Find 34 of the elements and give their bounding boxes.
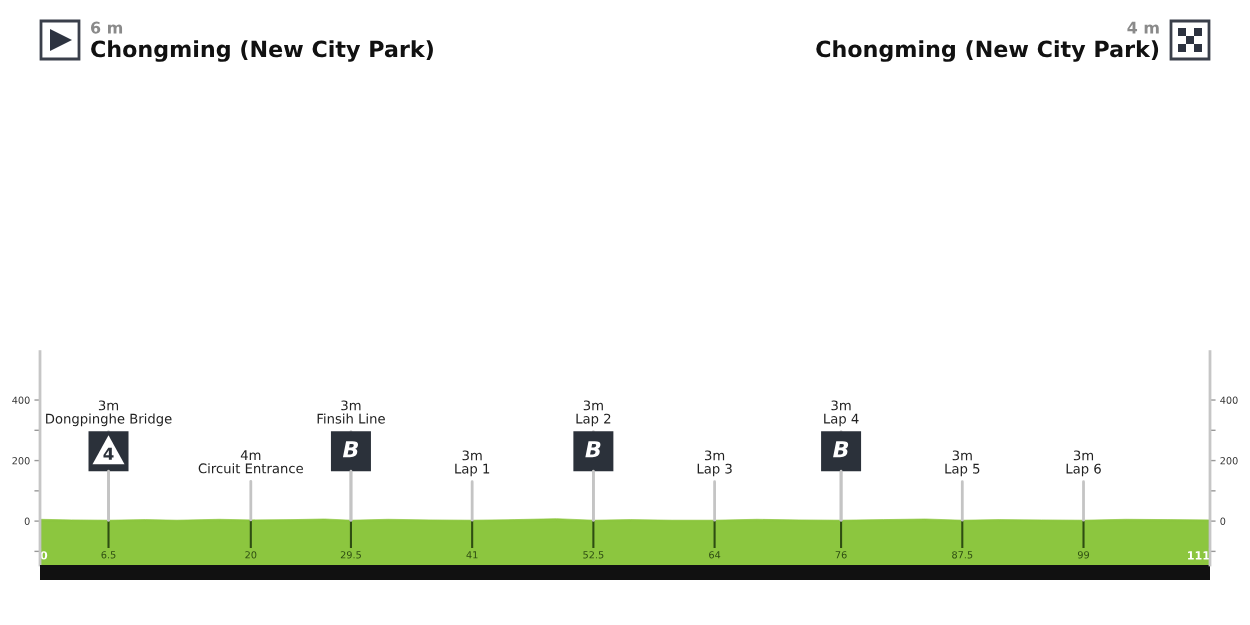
y-tick-label: 0: [24, 517, 30, 525]
x-tick-label: 99: [1077, 551, 1090, 559]
text: Chongming (New City Park): [816, 40, 1159, 62]
y-tick-label: 400: [12, 396, 30, 404]
text: 6 m: [90, 21, 123, 34]
x-tick-label: 6.5: [101, 551, 116, 559]
text: 4 m: [1127, 21, 1159, 34]
x-tick-label: 41: [466, 551, 478, 559]
annotation: B: [833, 441, 849, 458]
annotation: 4m Circuit Entrance: [198, 450, 303, 474]
y-tick-label: 200: [12, 457, 30, 465]
annotation: 3m Lap 3: [697, 450, 732, 477]
annotation: 3m Lap 4: [824, 400, 859, 427]
x-tick-label: 0: [40, 551, 48, 560]
annotation: 3m Lap 5: [945, 450, 980, 477]
y2-tick-label: 400: [1220, 396, 1238, 404]
annotation: 3m Dongpinghe Bridge: [46, 400, 172, 427]
x-tick-label: 29.5: [340, 551, 361, 559]
x-tick-label: 76: [835, 551, 847, 559]
annotation: 3m Lap 6: [1066, 450, 1101, 477]
annotation: 3m Finsih Line: [317, 400, 385, 424]
annotation: 4: [103, 447, 114, 460]
x-tick-label: 64: [709, 551, 721, 559]
x-tick-label: 20: [245, 551, 257, 559]
x-tick-label: 87.5: [952, 551, 973, 559]
x-tick-label: 111: [1188, 551, 1210, 560]
annotation: B: [342, 441, 359, 458]
x-tick-label: 52.5: [583, 551, 604, 559]
annotation: B: [585, 441, 601, 458]
text: Chongming (New City Park): [91, 40, 433, 62]
y2-tick-label: 0: [1220, 517, 1226, 525]
annotation: 3m Lap 2: [576, 400, 611, 427]
annotation: 3m Lap 1: [455, 450, 490, 477]
y2-tick-label: 200: [1220, 457, 1238, 465]
